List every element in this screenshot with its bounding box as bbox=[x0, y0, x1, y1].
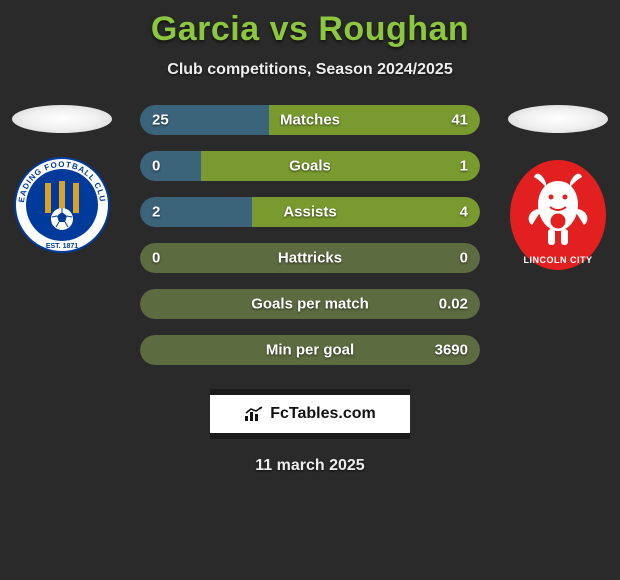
stat-label: Matches bbox=[280, 112, 340, 129]
stat-value-right: 0 bbox=[448, 250, 480, 267]
branding-badge: FcTables.com bbox=[210, 389, 410, 439]
stat-label: Hattricks bbox=[278, 250, 342, 267]
reading-fc-crest: READING FOOTBALL CLUB EST. 1871 bbox=[12, 155, 112, 255]
stat-value-left: 2 bbox=[140, 204, 172, 221]
stat-label: Goals per match bbox=[251, 296, 369, 313]
chart-icon bbox=[244, 406, 264, 422]
stat-row: Hattricks 0 0 bbox=[140, 243, 480, 273]
branding-inner: FcTables.com bbox=[244, 405, 376, 423]
stat-label: Goals bbox=[289, 158, 331, 175]
svg-text:LINCOLN CITY: LINCOLN CITY bbox=[524, 255, 593, 265]
player-placeholder-ellipse bbox=[12, 105, 112, 133]
page-title: Garcia vs Roughan bbox=[0, 10, 620, 49]
stat-label: Min per goal bbox=[266, 342, 354, 359]
stat-label: Assists bbox=[283, 204, 336, 221]
stat-row: Min per goal 3690 bbox=[140, 335, 480, 365]
stat-bars: Matches2541Goals01Assists24Hattricks00Go… bbox=[140, 105, 480, 365]
stat-row: Assists 2 4 bbox=[140, 197, 480, 227]
stat-value-right: 0.02 bbox=[427, 296, 480, 313]
crest-icon: LINCOLN CITY bbox=[508, 159, 608, 279]
branding-text: FcTables.com bbox=[270, 405, 376, 423]
date-label: 11 march 2025 bbox=[0, 457, 620, 475]
lincoln-city-crest: LINCOLN CITY bbox=[508, 169, 608, 269]
subtitle: Club competitions, Season 2024/2025 bbox=[0, 61, 620, 79]
player-placeholder-ellipse bbox=[508, 105, 608, 133]
right-player-column: LINCOLN CITY bbox=[498, 105, 618, 269]
stat-row: Goals 0 1 bbox=[140, 151, 480, 181]
crest-icon: READING FOOTBALL CLUB EST. 1871 bbox=[12, 155, 112, 255]
stat-row: Goals per match 0.02 bbox=[140, 289, 480, 319]
left-player-column: READING FOOTBALL CLUB EST. 1871 bbox=[2, 105, 122, 255]
stat-value-left: 0 bbox=[140, 250, 172, 267]
stat-value-right: 4 bbox=[448, 204, 480, 221]
stat-value-left: 25 bbox=[140, 112, 181, 129]
stat-value-left: 0 bbox=[140, 158, 172, 175]
stat-row: Matches 25 41 bbox=[140, 105, 480, 135]
content-row: READING FOOTBALL CLUB EST. 1871 bbox=[0, 105, 620, 365]
stat-value-right: 3690 bbox=[423, 342, 480, 359]
stat-value-right: 41 bbox=[439, 112, 480, 129]
comparison-card: Garcia vs Roughan Club competitions, Sea… bbox=[0, 0, 620, 475]
stat-value-right: 1 bbox=[448, 158, 480, 175]
svg-text:EST. 1871: EST. 1871 bbox=[46, 243, 78, 250]
stat-bar-right bbox=[201, 151, 480, 181]
